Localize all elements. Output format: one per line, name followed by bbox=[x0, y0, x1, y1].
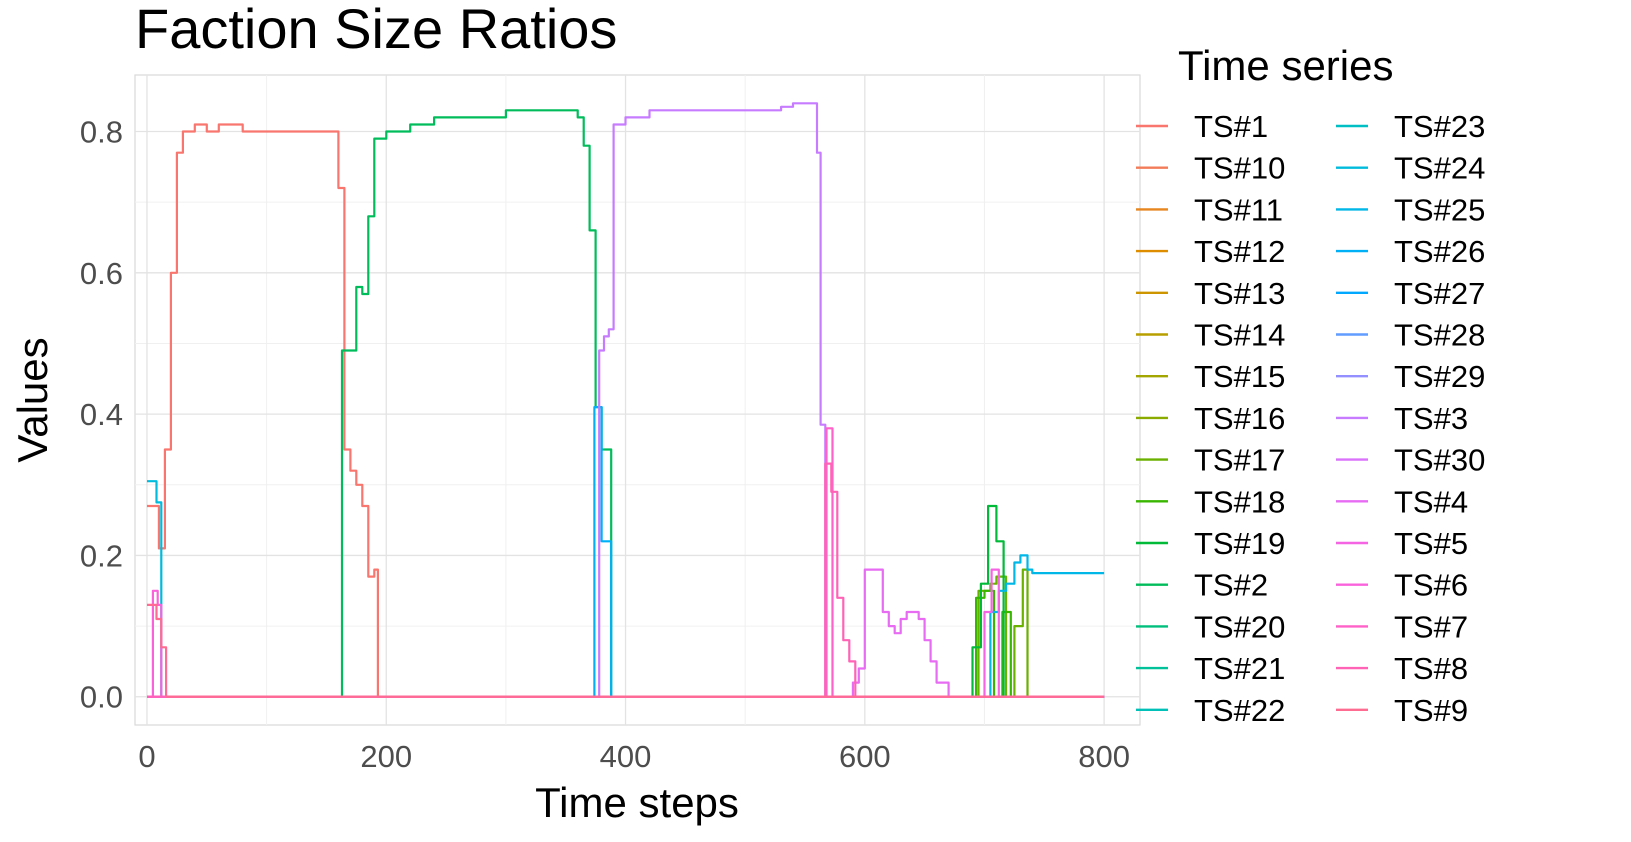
y-tick-label: 0.0 bbox=[80, 680, 123, 715]
legend-label: TS#30 bbox=[1394, 443, 1485, 478]
plot-panel bbox=[134, 74, 1141, 726]
legend-items: TS#1 TS#10 TS#11 TS#12 TS#13 TS#14 TS#15 TS#16 T… bbox=[1136, 109, 1485, 728]
series-line bbox=[147, 554, 1105, 698]
series-line bbox=[147, 589, 1105, 698]
legend-label: TS#15 bbox=[1194, 359, 1285, 394]
series-line bbox=[147, 109, 1105, 698]
legend-label: TS#22 bbox=[1194, 693, 1285, 728]
legend-label: TS#7 bbox=[1394, 609, 1468, 644]
x-tick-label: 600 bbox=[839, 739, 891, 774]
legend-label: TS#14 bbox=[1194, 318, 1285, 353]
legend-label: TS#26 bbox=[1394, 234, 1485, 269]
legend-label: TS#21 bbox=[1194, 651, 1285, 686]
y-tick-label: 0.8 bbox=[80, 115, 123, 150]
legend-label: TS#4 bbox=[1394, 484, 1468, 519]
legend-label: TS#23 bbox=[1394, 109, 1485, 144]
legend-label: TS#16 bbox=[1194, 401, 1285, 436]
legend-label: TS#27 bbox=[1394, 276, 1485, 311]
y-axis-label: Values bbox=[9, 337, 56, 462]
x-axis-ticks: 0 200 400 600 800 bbox=[138, 739, 1130, 774]
y-axis-ticks: 0.0 0.2 0.4 0.6 0.8 bbox=[80, 115, 123, 715]
legend-label: TS#8 bbox=[1394, 651, 1468, 686]
x-tick-label: 0 bbox=[138, 739, 155, 774]
legend-label: TS#17 bbox=[1194, 443, 1285, 478]
legend-label: TS#12 bbox=[1194, 234, 1285, 269]
grid-minor bbox=[135, 75, 1140, 725]
legend-label: TS#29 bbox=[1394, 359, 1485, 394]
y-tick-label: 0.2 bbox=[80, 538, 123, 573]
series-line bbox=[147, 603, 1105, 698]
x-axis-label: Time steps bbox=[535, 779, 739, 826]
chart-title: Faction Size Ratios bbox=[135, 0, 617, 60]
series-line bbox=[147, 568, 1105, 698]
x-tick-label: 200 bbox=[360, 739, 412, 774]
legend-label: TS#10 bbox=[1194, 151, 1285, 186]
legend-label: TS#18 bbox=[1194, 484, 1285, 519]
legend-label: TS#19 bbox=[1194, 526, 1285, 561]
legend-label: TS#3 bbox=[1394, 401, 1468, 436]
legend-label: TS#5 bbox=[1394, 526, 1468, 561]
series-line bbox=[147, 568, 1105, 698]
legend-label: TS#20 bbox=[1194, 609, 1285, 644]
series-line bbox=[147, 123, 1105, 698]
legend-label: TS#25 bbox=[1394, 192, 1485, 227]
legend-label: TS#13 bbox=[1194, 276, 1285, 311]
series-line bbox=[147, 462, 1105, 698]
legend-label: TS#2 bbox=[1194, 568, 1268, 603]
plot-lines bbox=[147, 102, 1105, 698]
legend-label: TS#9 bbox=[1394, 693, 1468, 728]
series-line bbox=[147, 102, 1105, 698]
x-tick-label: 400 bbox=[600, 739, 652, 774]
legend-title: Time series bbox=[1178, 42, 1393, 89]
legend: Time series TS#1TS#10TS#11TS#12TS#13TS#1… bbox=[1136, 42, 1485, 728]
legend-label: TS#24 bbox=[1394, 151, 1485, 186]
y-tick-label: 0.4 bbox=[80, 397, 123, 432]
y-tick-label: 0.6 bbox=[80, 256, 123, 291]
x-tick-label: 800 bbox=[1078, 739, 1130, 774]
legend-label: TS#1 bbox=[1194, 109, 1268, 144]
legend-label: TS#11 bbox=[1194, 192, 1283, 227]
legend-label: TS#6 bbox=[1394, 568, 1468, 603]
legend-label: TS#28 bbox=[1394, 318, 1485, 353]
